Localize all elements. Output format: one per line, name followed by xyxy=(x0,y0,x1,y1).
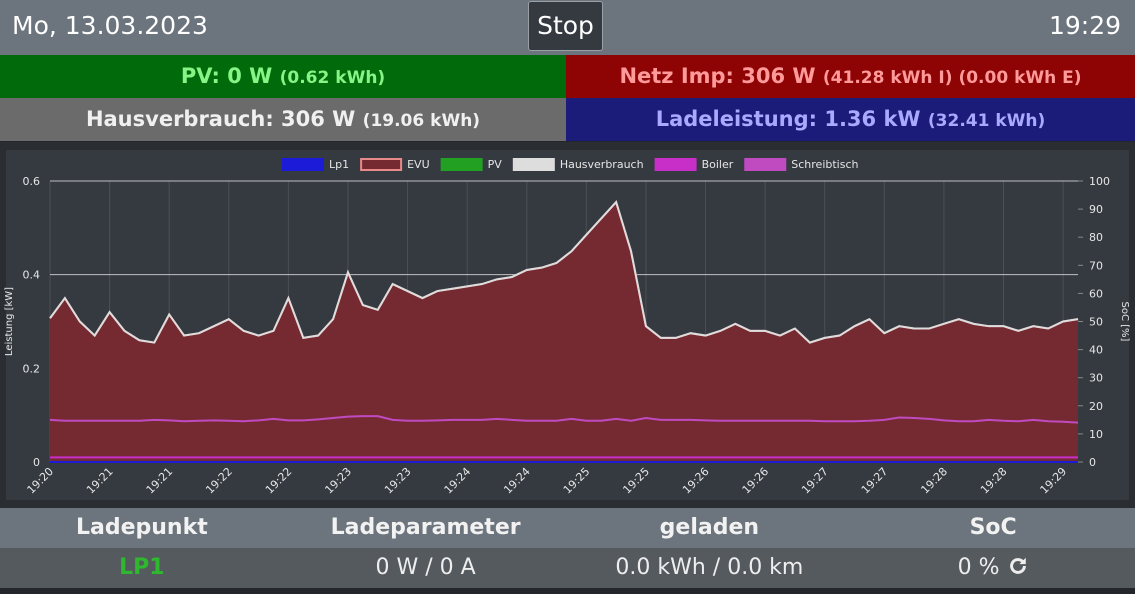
soc-cell: 0 % xyxy=(851,548,1135,588)
y2-tick-label: 100 xyxy=(1089,175,1110,188)
soc: 0 % xyxy=(957,555,1000,580)
area xyxy=(50,202,1078,462)
date: Mo, 13.03.2023 xyxy=(12,11,208,40)
table-row: LP1 0 W / 0 A 0.0 kWh / 0.0 km 0 % xyxy=(0,548,1135,588)
pv-status: PV: 0 W (0.62 kWh) xyxy=(0,55,566,98)
grid-energy: (41.28 kWh I) (0.00 kWh E) xyxy=(822,68,1082,88)
house-energy: (19.06 kWh) xyxy=(362,111,481,131)
y-axis-label: Leistung [kW] xyxy=(4,287,15,356)
chargepoint-link[interactable]: LP1 xyxy=(119,555,165,580)
stop-button[interactable]: Stop xyxy=(528,1,603,51)
legend-label: PV xyxy=(488,158,503,171)
chart: 19:20 19:21 19:21 19:22 19:22 19:23 19:23 19:24… xyxy=(0,142,1135,508)
y2-tick-label: 50 xyxy=(1089,316,1103,329)
line xyxy=(49,200,1079,344)
y2-tick-label: 70 xyxy=(1089,259,1103,272)
line xyxy=(49,415,1079,424)
table: Ladepunkt Ladeparameter geladen SoC LP1 … xyxy=(0,508,1135,588)
table-header: Ladepunkt Ladeparameter geladen SoC xyxy=(0,508,1135,548)
legend-swatch xyxy=(360,158,403,171)
legend-label: EVU xyxy=(407,158,430,171)
legend-label: Schreibtisch xyxy=(791,158,858,171)
y2-tick-label: 90 xyxy=(1089,203,1103,216)
legend-swatch xyxy=(744,158,787,171)
legend-swatch xyxy=(512,158,555,171)
legend-swatch xyxy=(282,158,324,171)
pv-power: PV: 0 W xyxy=(180,64,273,88)
y2-tick-label: 80 xyxy=(1089,231,1103,244)
header-cell: Ladeparameter xyxy=(330,515,521,540)
header-cell: SoC xyxy=(969,515,1017,540)
y-tick-label: 0 xyxy=(33,456,40,469)
header-cell: Ladepunkt xyxy=(75,515,208,540)
pv-energy: (0.62 kWh) xyxy=(279,68,386,88)
charge-status: Ladeleistung: 1.36 kW (32.41 kWh) xyxy=(566,98,1135,141)
y2-tick-label: 30 xyxy=(1089,372,1103,385)
house-power: Hausverbrauch: 306 W xyxy=(85,107,356,131)
y-tick-label: 0.2 xyxy=(23,362,41,375)
header: Mo, 13.03.2023 Stop 19:29 xyxy=(0,0,1135,55)
y-tick-label: 0.6 xyxy=(23,175,41,188)
grid-status: Netz Imp: 306 W (41.28 kWh I) (0.00 kWh … xyxy=(566,55,1135,98)
y2-axis-label: SoC [%] xyxy=(1119,302,1130,342)
y2-tick-label: 0 xyxy=(1089,456,1096,469)
legend-swatch xyxy=(440,158,483,171)
y2-tick-label: 40 xyxy=(1089,344,1103,357)
time: 19:29 xyxy=(1048,11,1121,40)
header-cell: geladen xyxy=(659,515,760,540)
y2-tick-label: 10 xyxy=(1089,428,1103,441)
charge-energy: (32.41 kWh) xyxy=(927,111,1046,131)
house-status: Hausverbrauch: 306 W (19.06 kWh) xyxy=(0,98,566,141)
legend-swatch xyxy=(654,158,697,171)
refresh-icon[interactable] xyxy=(1007,555,1029,577)
grid-power: Netz Imp: 306 W xyxy=(619,64,816,88)
y-tick-label: 0.4 xyxy=(23,269,41,282)
legend-label: Hausverbrauch xyxy=(560,158,644,171)
cell: 0.0 kWh / 0.0 km xyxy=(615,555,804,580)
y2-tick-label: 60 xyxy=(1089,287,1103,300)
charge-power: Ladeleistung: 1.36 kW xyxy=(655,107,921,131)
legend-label: Boiler xyxy=(702,158,734,171)
y2-tick-label: 20 xyxy=(1089,400,1103,413)
legend-label: Lp1 xyxy=(329,158,349,171)
cell: 0 W / 0 A xyxy=(375,555,476,580)
